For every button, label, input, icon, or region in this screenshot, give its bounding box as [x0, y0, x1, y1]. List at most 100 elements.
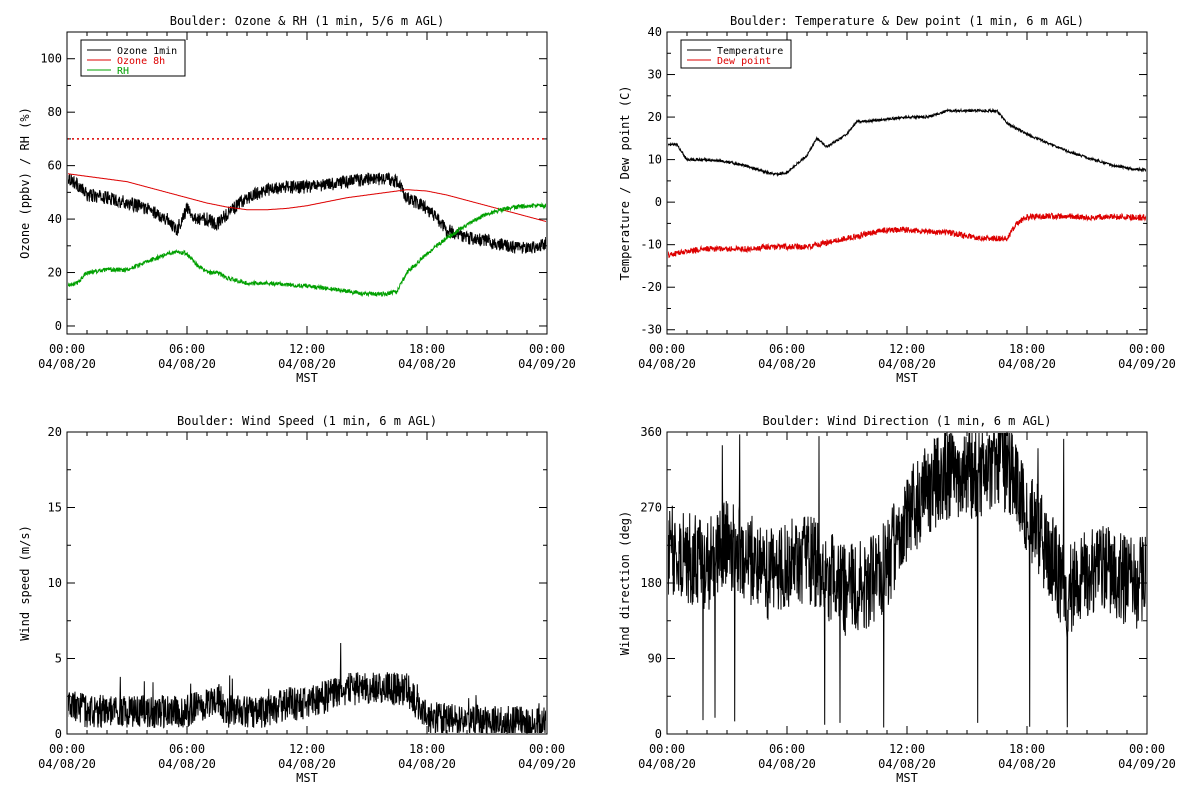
chart-title: Boulder: Temperature & Dew point (1 min,… — [730, 14, 1084, 28]
x-tick-date: 04/08/20 — [278, 757, 336, 771]
x-axis-label: MST — [896, 771, 918, 785]
x-tick-time: 00:00 — [1129, 742, 1165, 756]
x-tick-time: 06:00 — [169, 342, 205, 356]
x-tick-date: 04/08/20 — [878, 757, 936, 771]
x-tick-time: 00:00 — [49, 342, 85, 356]
chart-title: Boulder: Ozone & RH (1 min, 5/6 m AGL) — [170, 14, 445, 28]
legend-entry: RH — [117, 66, 129, 77]
y-tick-label: 0 — [55, 319, 62, 333]
x-tick-date: 04/09/20 — [518, 357, 576, 371]
x-tick-date: 04/08/20 — [878, 357, 936, 371]
series-line-1 — [68, 642, 546, 733]
series-line-3 — [68, 202, 546, 298]
chart-title: Boulder: Wind Direction (1 min, 6 m AGL) — [763, 414, 1052, 428]
x-tick-date: 04/08/20 — [398, 757, 456, 771]
plot-area — [668, 107, 1146, 259]
x-tick-date: 04/08/20 — [638, 357, 696, 371]
x-tick-time: 06:00 — [769, 742, 805, 756]
y-tick-label: -30 — [640, 323, 662, 337]
y-tick-label: 10 — [48, 576, 62, 590]
y-tick-label: 270 — [640, 501, 662, 515]
x-tick-time: 00:00 — [649, 742, 685, 756]
x-tick-time: 12:00 — [889, 342, 925, 356]
x-tick-date: 04/09/20 — [1118, 757, 1176, 771]
x-tick-time: 00:00 — [529, 742, 565, 756]
x-tick-time: 18:00 — [1009, 742, 1045, 756]
plot-frame — [66, 431, 548, 735]
y-axis-label: Ozone (ppbv) / RH (%) — [18, 107, 32, 259]
y-axis-label: Wind speed (m/s) — [18, 525, 32, 641]
y-tick-label: -10 — [640, 238, 662, 252]
y-tick-label: 180 — [640, 576, 662, 590]
y-tick-label: 10 — [648, 153, 662, 167]
x-tick-date: 04/08/20 — [638, 757, 696, 771]
y-axis-label: Temperature / Dew point (C) — [618, 85, 632, 280]
x-tick-time: 18:00 — [409, 742, 445, 756]
y-tick-label: 30 — [648, 68, 662, 82]
plot-area — [68, 642, 546, 733]
legend-entry: Ozone 8h — [117, 56, 165, 67]
x-tick-date: 04/09/20 — [1118, 357, 1176, 371]
x-tick-time: 12:00 — [289, 342, 325, 356]
x-axis-label: MST — [296, 771, 318, 785]
chart-title: Boulder: Wind Speed (1 min, 6 m AGL) — [177, 414, 437, 428]
chart-panel-3: Boulder: Wind Speed (1 min, 6 m AGL) 0 5 10… — [18, 414, 576, 785]
x-tick-time: 06:00 — [769, 342, 805, 356]
x-tick-date: 04/08/20 — [158, 357, 216, 371]
y-tick-label: 100 — [40, 52, 62, 66]
x-tick-date: 04/08/20 — [398, 357, 456, 371]
plot-frame — [666, 31, 1148, 335]
x-tick-date: 04/08/20 — [38, 757, 96, 771]
x-axis-label: MST — [896, 371, 918, 385]
y-tick-label: 20 — [48, 266, 62, 280]
series-line-1 — [668, 107, 1146, 178]
plot-area — [68, 138, 546, 298]
x-tick-date: 04/08/20 — [998, 757, 1056, 771]
x-tick-date: 04/08/20 — [998, 357, 1056, 371]
y-tick-label: 360 — [640, 425, 662, 439]
x-tick-date: 04/08/20 — [758, 357, 816, 371]
y-tick-label: 0 — [655, 727, 662, 741]
chart-panel-4: Boulder: Wind Direction (1 min, 6 m AGL)… — [618, 414, 1176, 785]
y-tick-label: 40 — [648, 25, 662, 39]
y-tick-label: -20 — [640, 280, 662, 294]
y-tick-label: 40 — [48, 212, 62, 226]
y-tick-label: 20 — [648, 110, 662, 124]
y-tick-label: 80 — [48, 105, 62, 119]
y-tick-label: 60 — [48, 159, 62, 173]
series-line-2 — [668, 212, 1146, 259]
x-tick-date: 04/09/20 — [518, 757, 576, 771]
x-tick-time: 00:00 — [649, 342, 685, 356]
y-tick-label: 15 — [48, 501, 62, 515]
legend-entry: Temperature — [717, 46, 783, 57]
x-tick-time: 12:00 — [289, 742, 325, 756]
x-tick-time: 12:00 — [889, 742, 925, 756]
legend-box — [680, 39, 792, 69]
x-axis-label: MST — [296, 371, 318, 385]
y-tick-label: 5 — [55, 652, 62, 666]
series-line-1 — [68, 171, 546, 254]
legend-entry: Dew point — [717, 56, 771, 67]
x-tick-date: 04/08/20 — [278, 357, 336, 371]
y-tick-label: 90 — [648, 652, 662, 666]
x-tick-time: 00:00 — [1129, 342, 1165, 356]
y-axis-label: Wind direction (deg) — [618, 511, 632, 656]
series-line-1 — [668, 433, 1146, 728]
chart-panel-2: Boulder: Temperature & Dew point (1 min,… — [618, 14, 1176, 385]
x-tick-date: 04/08/20 — [38, 357, 96, 371]
x-tick-time: 00:00 — [529, 342, 565, 356]
legend-entry: Ozone 1min — [117, 46, 177, 57]
x-tick-date: 04/08/20 — [158, 757, 216, 771]
x-tick-time: 00:00 — [49, 742, 85, 756]
y-tick-label: 0 — [655, 195, 662, 209]
y-tick-label: 20 — [48, 425, 62, 439]
chart-panel-1: Boulder: Ozone & RH (1 min, 5/6 m AGL) 0 2… — [18, 14, 576, 385]
x-tick-time: 18:00 — [409, 342, 445, 356]
y-tick-label: 0 — [55, 727, 62, 741]
series-line-2 — [68, 173, 546, 223]
x-tick-time: 06:00 — [169, 742, 205, 756]
